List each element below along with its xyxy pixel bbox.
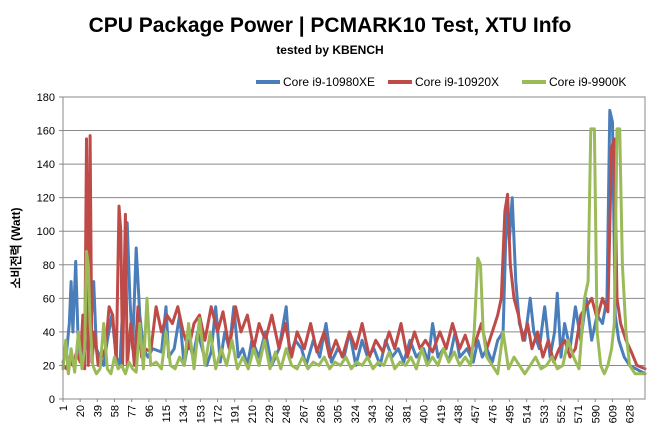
x-tick-label: 191 (230, 405, 242, 423)
series-line-2 (61, 134, 647, 371)
y-tick-label: 80 (43, 260, 55, 272)
x-tick-label: 590 (590, 405, 602, 423)
axes (59, 96, 646, 402)
legend: Core i9-10980XE Core i9-10920X Core i9-990… (256, 75, 626, 89)
x-tick-label: 153 (195, 405, 207, 423)
x-tick-label: 267 (298, 405, 310, 423)
x-tick-label: 533 (539, 405, 551, 423)
y-tick-label: 140 (37, 159, 55, 171)
legend-label: Core i9-10980XE (283, 75, 375, 89)
x-tick-labels: 1 20 39 58 77 96 115 134 153 172 191 210 229 248 267 28… (58, 405, 637, 423)
series-lines (61, 108, 647, 376)
x-tick-label: 229 (264, 405, 276, 423)
y-tick-label: 60 (43, 293, 55, 305)
x-tick-label: 305 (333, 405, 345, 423)
x-tick-label: 343 (367, 405, 379, 423)
x-tick-label: 286 (316, 405, 328, 423)
x-tick-label: 39 (92, 405, 104, 417)
x-tick-label: 457 (470, 405, 482, 423)
x-tick-label: 495 (504, 405, 516, 423)
x-tick-label: 58 (110, 405, 122, 417)
x-tick-label: 552 (556, 405, 568, 423)
x-tick-label: 362 (384, 405, 396, 423)
x-tick-label: 514 (522, 405, 534, 423)
x-tick-label: 381 (401, 405, 413, 423)
y-tick-label: 20 (43, 360, 55, 372)
x-tick-label: 628 (625, 405, 637, 423)
y-tick-labels: 0 20 40 60 80 100 120 140 160 180 (37, 92, 55, 406)
x-tick-label: 115 (161, 405, 173, 423)
x-tick-label: 172 (213, 405, 225, 423)
x-tick-label: 1 (58, 405, 70, 411)
legend-label: Core i9-10920X (415, 75, 499, 89)
plot-area (62, 96, 646, 400)
y-tick-label: 40 (43, 327, 55, 339)
x-tick-label: 609 (607, 405, 619, 423)
chart-title: CPU Package Power | PCMARK10 Test, XTU I… (88, 14, 572, 37)
x-tick-label: 77 (127, 405, 139, 417)
series-line-3 (61, 127, 647, 376)
y-tick-label: 180 (37, 92, 55, 104)
chart-subtitle: tested by KBENCH (276, 43, 384, 57)
x-tick-label: 134 (178, 405, 190, 423)
gridlines (63, 130, 645, 366)
y-tick-label: 0 (49, 394, 55, 406)
legend-label: Core i9-9900K (549, 75, 626, 89)
x-tick-label: 96 (144, 405, 156, 417)
x-tick-label: 20 (75, 405, 87, 417)
y-tick-label: 100 (37, 226, 55, 238)
x-tick-label: 210 (247, 405, 259, 423)
x-tick-label: 419 (436, 405, 448, 423)
x-tick-label: 248 (281, 405, 293, 423)
x-tick-label: 400 (419, 405, 431, 423)
y-tick-label: 120 (37, 193, 55, 205)
x-tick-label: 571 (573, 405, 585, 423)
x-tick-label: 438 (453, 405, 465, 423)
y-tick-label: 160 (37, 126, 55, 138)
y-axis-title: 소비전력 (Watt) (8, 207, 23, 288)
x-tick-label: 476 (487, 405, 499, 423)
x-tick-label: 324 (350, 405, 362, 423)
